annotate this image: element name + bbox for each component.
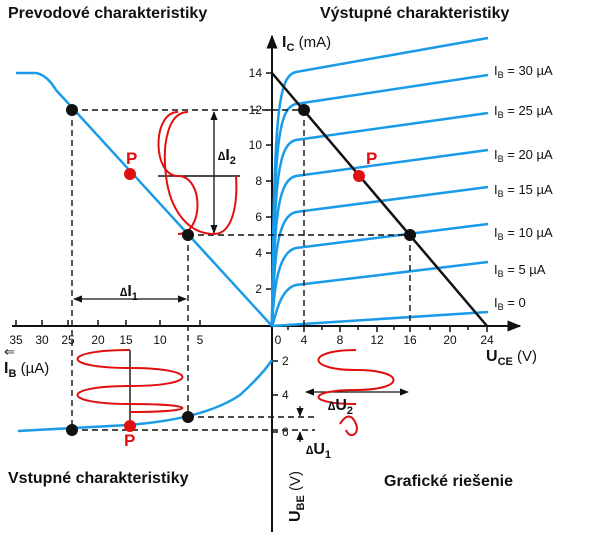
operating-points	[66, 104, 416, 436]
ib-tick-label: 10	[153, 333, 167, 347]
p-label-transfer: P	[126, 149, 137, 168]
title-output: Výstupné charakteristiky	[320, 5, 510, 22]
curve-label: IB = 30 µA	[494, 63, 553, 80]
delta-u1-label: ∆U1	[306, 441, 331, 461]
tick-marks	[15, 72, 488, 433]
signal-waveforms	[76, 111, 395, 437]
input-curve	[17, 359, 274, 433]
ic-tick-label: 6	[255, 210, 262, 224]
ic-signal-wave	[157, 111, 199, 235]
curve-label: IB = 0	[494, 295, 526, 312]
title-graphic-solution: Grafické riešenie	[384, 473, 513, 490]
curve-label: IB = 20 µA	[494, 147, 553, 164]
delta-u2-label: ∆U2	[328, 397, 353, 417]
curve-label: IB = 25 µA	[494, 103, 553, 120]
ic-axis-label: IC (mA)	[282, 34, 331, 54]
uce-tick-label: 16	[403, 333, 417, 347]
ib-tick-label: 15	[119, 333, 133, 347]
output-curve	[270, 260, 489, 328]
load-line	[271, 72, 488, 327]
ube-tick-label: 6	[282, 425, 289, 439]
ic-tick-label: 4	[255, 246, 262, 260]
point-load-high	[298, 104, 310, 116]
ib-signal-wave	[76, 349, 184, 413]
delta-i1-label: ∆I1	[120, 283, 138, 303]
ube-axis-label: UBE (V)	[287, 471, 307, 522]
ib-tick-label: 25	[61, 333, 75, 347]
curve-label: IB = 10 µA	[494, 225, 553, 242]
point-input-high	[66, 424, 78, 436]
uce-axis-label: UCE (V)	[486, 348, 537, 368]
ic-tick-label: 14	[249, 66, 263, 80]
title-input: Vstupné charakteristiky	[8, 470, 189, 487]
p-label-output: P	[366, 149, 377, 168]
uce-tick-label: 8	[337, 333, 344, 347]
uce-tick-label: 4	[301, 333, 308, 347]
transfer-curve	[16, 71, 273, 327]
ic-signal-wave-right	[163, 111, 238, 236]
uce-signal-wave	[317, 349, 395, 405]
q-point-input	[124, 420, 136, 432]
curve-labels: IB = 30 µA IB = 25 µA IB = 20 µA IB = 15 µA…	[494, 63, 553, 312]
ube-tick-label: 4	[282, 388, 289, 402]
output-curve	[270, 222, 489, 327]
ic-tick-label: 2	[255, 282, 262, 296]
ib-tick-label: 30	[35, 333, 49, 347]
ube-tick-label: 2	[282, 354, 289, 368]
point-ib-low	[182, 229, 194, 241]
curve-label: IB = 15 µA	[494, 182, 553, 199]
uce-tick-label: 12	[370, 333, 384, 347]
uce-tick-label: 0	[275, 333, 282, 347]
ube-signal-wave	[339, 415, 358, 437]
output-curve-ib0	[271, 310, 489, 328]
p-label-input: P	[124, 431, 135, 450]
ib-arrow: ⇐	[4, 344, 15, 359]
uce-tick-label: 20	[443, 333, 457, 347]
projection-lines	[71, 109, 411, 431]
ib-tick-label: 5	[197, 333, 204, 347]
delta-arrows	[73, 111, 409, 442]
q-points	[124, 168, 365, 432]
ib-tick-label: 35	[9, 333, 23, 347]
ib-tick-label: 20	[91, 333, 105, 347]
delta-i2-label: ∆I2	[218, 147, 236, 167]
ic-tick-label: 10	[249, 138, 263, 152]
uce-tick-label: 24	[480, 333, 494, 347]
q-point-transfer	[124, 168, 136, 180]
ic-tick-label: 8	[255, 174, 262, 188]
point-input-low	[182, 411, 194, 423]
point-load-low	[404, 229, 416, 241]
title-transfer: Prevodové charakteristiky	[8, 5, 207, 22]
q-point-output	[353, 170, 365, 182]
ib-axis-label: IB (µA)	[4, 360, 49, 380]
curve-label: IB = 5 µA	[494, 262, 546, 279]
point-ib-high	[66, 104, 78, 116]
output-curves	[270, 36, 489, 328]
